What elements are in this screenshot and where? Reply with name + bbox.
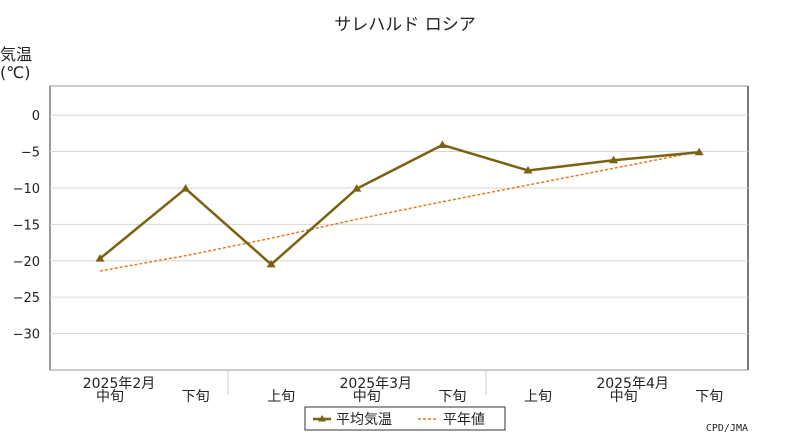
y-tick-label: 0 [32,109,40,124]
y-tick-label: −20 [13,255,40,270]
y-tick-labels: 0 −5 −10 −15 −20 −25 −30 [13,109,40,342]
y-axis-label: 気温 [0,45,32,64]
avg-series-line [99,143,700,266]
x-tick-label: 中旬 [610,389,638,405]
y-tick-label: −30 [13,328,40,343]
y-tick-label: −15 [13,218,40,233]
x-tick-label: 中旬 [96,389,124,405]
plot-area [49,85,749,371]
chart-title: サレハルド ロシア [334,15,475,35]
x-tick-label: 上旬 [267,389,295,405]
avg-data-point [437,140,447,148]
avg-data-point [694,147,704,156]
y-axis-unit: (℃) [0,63,30,82]
avg-data-point [181,184,191,192]
x-tick-label: 中旬 [353,389,381,405]
legend-normal-label: 平年値 [443,412,485,428]
legend-avg-marker [318,415,326,422]
normal-series-line [99,150,700,272]
credit: CPD/JMA [706,423,748,434]
x-axis: 中旬 下旬 上旬 中旬 下旬 上旬 中旬 下旬 2025年2月 2025年3月 2025年4月 [83,370,723,405]
avg-data-point [609,155,619,164]
legend: 平均気温 平年値 [304,406,506,431]
legend-box [304,406,506,431]
month-label: 2025年3月 [340,376,413,392]
y-tick-label: −25 [13,291,40,306]
x-tick-label: 上旬 [524,389,552,405]
avg-data-point [523,165,533,174]
avg-data-point [95,254,105,262]
y-tick-label: −10 [13,182,40,197]
series-layer [95,140,704,272]
legend-avg-label: 平均気温 [336,412,392,428]
y-tick-label: −5 [21,146,40,161]
x-tick-label: 下旬 [182,389,210,405]
month-label: 2025年4月 [596,376,669,392]
month-label: 2025年2月 [83,376,156,392]
avg-data-point [266,259,276,268]
x-tick-label: 下旬 [438,389,466,405]
x-tick-label: 下旬 [695,389,723,405]
avg-data-point [352,184,362,192]
gridlines [50,114,748,335]
